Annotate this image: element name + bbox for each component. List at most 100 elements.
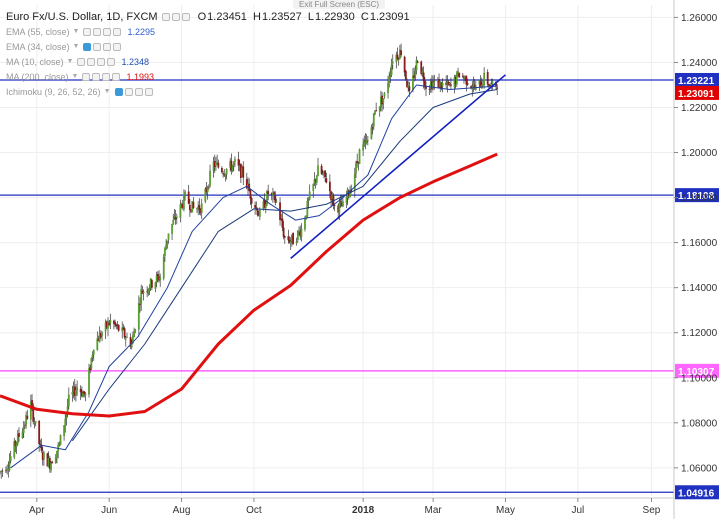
symbol-controls[interactable] [161,12,192,21]
settings-icon[interactable] [171,12,180,21]
candle-body [238,165,241,167]
indicator-controls[interactable] [83,42,123,51]
candle-body [183,194,185,210]
candle-body [249,189,252,199]
candle-body [58,443,61,445]
indicator-label[interactable]: MA (10, close) [6,56,64,67]
candle-body [415,60,418,71]
chevron-down-icon[interactable]: ▼ [66,58,74,65]
close-icon[interactable] [107,57,116,66]
candle-body [366,140,369,142]
indicator-label[interactable]: EMA (34, close) [6,41,70,52]
eye-icon[interactable] [83,42,92,51]
hide-icon[interactable] [103,27,112,36]
exit-fullscreen-button[interactable]: Exit Full Screen (ESC) [293,0,386,9]
settings-icon[interactable] [124,87,133,96]
candle-body [295,241,298,244]
settings-icon[interactable] [93,42,102,51]
indicator-controls[interactable] [114,87,155,96]
candle-body [149,278,152,289]
hide-icon[interactable] [97,57,106,66]
settings-icon[interactable] [93,27,102,36]
hide-icon[interactable] [134,87,143,96]
eye-icon[interactable] [83,27,92,36]
eye-icon[interactable] [77,57,86,66]
indicator-label[interactable]: MA (200, close) [6,71,69,82]
last-price-label: 1.23091 [678,89,715,100]
candle-body [83,391,86,395]
candle-body [5,470,7,472]
chevron-down-icon[interactable]: ▼ [72,43,80,50]
symbol-legend: Euro Fx/U.S. Dollar, 1D, FXCM O1.23451 H… [6,10,410,23]
support-trendline[interactable] [290,74,507,259]
candle-body [283,236,286,238]
candle-body [64,418,67,426]
time-tick-label: Oct [246,505,262,516]
candle-body [139,304,141,305]
ma-fast-line[interactable] [10,84,498,469]
candle-body [371,127,374,129]
indicator-label[interactable]: Ichimoku (9, 26, 52, 26) [6,86,101,97]
chevron-down-icon[interactable]: ▼ [103,88,111,95]
candle-body [96,338,99,350]
candle-body [199,208,202,213]
indicator-controls[interactable] [83,27,123,36]
candle-body [408,86,411,91]
candle-body [374,111,376,115]
indicator-legend-2[interactable]: MA (10, close) ▼ 1.2348 [6,55,149,68]
candle-body [274,195,277,203]
candle-body [471,88,474,90]
ma200-line[interactable] [0,152,498,418]
time-tick-label: Sep [643,505,661,516]
candle-body [65,412,68,419]
candle-body [429,82,432,88]
indicator-legend-1[interactable]: EMA (34, close) ▼ [6,40,123,53]
candle-body [117,324,120,331]
symbol-title[interactable]: Euro Fx/U.S. Dollar, 1D, FXCM [6,10,158,23]
candle-body [141,290,144,294]
candle-body [1,470,4,472]
eye-icon[interactable] [114,87,123,96]
indicator-legend-0[interactable]: EMA (55, close) ▼ 1.2295 [6,25,155,38]
candle-body [273,192,276,195]
candle-body [212,161,215,172]
ma-slow-line[interactable] [71,89,498,442]
eye-icon[interactable] [161,12,170,21]
indicator-legend-4[interactable]: Ichimoku (9, 26, 52, 26) ▼ [6,85,155,98]
candle-body [245,179,248,189]
indicator-value: 1.1993 [126,71,154,82]
chevron-down-icon[interactable]: ▼ [72,28,80,35]
candle-body [400,50,402,56]
close-icon[interactable] [144,87,153,96]
time-tick-label: Jun [101,505,117,516]
chevron-down-icon[interactable]: ▼ [71,73,79,80]
candle-body [140,289,143,304]
close-icon[interactable] [181,12,190,21]
candle-body [124,338,127,340]
hide-icon[interactable] [103,42,112,51]
candle-body [105,321,108,328]
candle-body [220,167,223,173]
settings-icon[interactable] [92,72,101,81]
indicator-controls[interactable] [77,57,117,66]
last-price-badge [675,85,719,100]
indicator-legend-3[interactable]: MA (200, close) ▼ 1.1993 [6,70,154,83]
close-icon[interactable] [113,27,122,36]
indicator-label[interactable]: EMA (55, close) [6,26,70,37]
candle-body [90,357,93,369]
candle-body [396,54,399,59]
candle-body [158,276,160,281]
indicator-controls[interactable] [82,72,122,81]
candle-body [483,72,486,86]
hide-icon[interactable] [102,72,111,81]
close-icon[interactable] [112,72,121,81]
candle-body [150,280,153,288]
settings-icon[interactable] [87,57,96,66]
candle-body [43,452,45,460]
candle-body [447,81,450,85]
candle-body [328,181,331,192]
close-icon[interactable] [113,42,122,51]
candle-body [14,441,17,447]
eye-icon[interactable] [82,72,91,81]
